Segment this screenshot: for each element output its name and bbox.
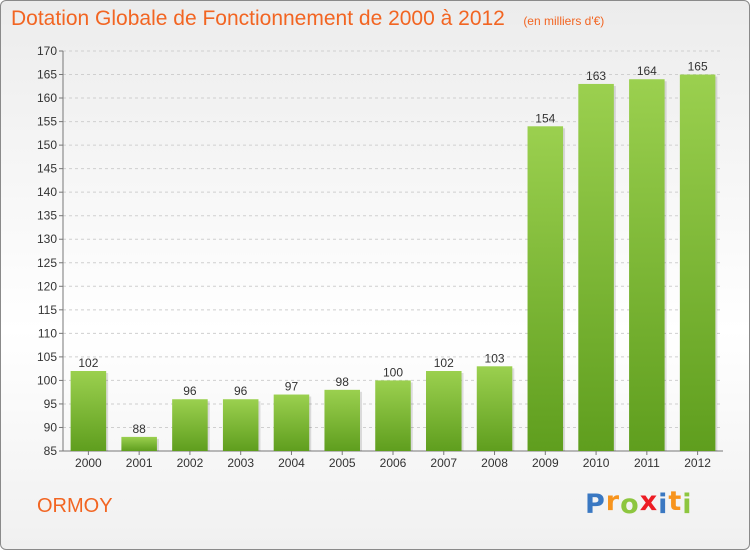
value-label-2004: 97 xyxy=(285,380,299,394)
bar-layer xyxy=(70,74,718,452)
chart-title: Dotation Globale de Fonctionnement de 20… xyxy=(11,7,505,30)
y-tick-label: 95 xyxy=(44,397,58,411)
value-label-2009: 154 xyxy=(535,111,555,125)
y-tick-label: 90 xyxy=(44,420,58,434)
bar-2006 xyxy=(375,380,411,451)
x-tick-label-2008: 2008 xyxy=(481,456,508,470)
y-tick-label: 135 xyxy=(37,209,57,223)
x-tick-label-2003: 2003 xyxy=(227,456,254,470)
x-tick-label-2007: 2007 xyxy=(430,456,457,470)
y-tick-label: 155 xyxy=(37,115,57,129)
value-label-2012: 165 xyxy=(688,60,708,74)
y-tick-label: 140 xyxy=(37,185,57,199)
bar-2010 xyxy=(578,83,614,452)
value-label-2002: 96 xyxy=(183,384,197,398)
logo-letter: P xyxy=(585,489,606,520)
y-tick-label: 120 xyxy=(37,279,57,293)
logo-letter: r xyxy=(605,486,621,517)
value-label-2005: 98 xyxy=(336,375,350,389)
y-tick-label: 105 xyxy=(37,350,57,364)
bar-2003 xyxy=(222,399,259,451)
y-tick-label: 170 xyxy=(37,44,57,58)
bar-2009 xyxy=(527,126,564,451)
bar-2008 xyxy=(476,366,513,451)
value-label-2000: 102 xyxy=(78,356,98,370)
y-tick-label: 145 xyxy=(37,162,57,176)
value-label-2001: 88 xyxy=(132,422,146,436)
y-tick-label: 125 xyxy=(37,256,57,270)
title-row: Dotation Globale de Fonctionnement de 20… xyxy=(11,7,604,31)
chart-subtitle: (en milliers d'€) xyxy=(523,14,605,28)
x-tick-label-2005: 2005 xyxy=(329,456,356,470)
commune-name: ORMOY xyxy=(37,495,113,517)
bar-2000 xyxy=(70,371,107,451)
value-label-2010: 163 xyxy=(586,69,606,83)
bar-2004 xyxy=(273,394,310,451)
logo-letter: i xyxy=(682,489,693,520)
x-tick-label-2010: 2010 xyxy=(583,456,610,470)
label-layer: 85 90 95 100 105 110 115 120 125 130 135 140 145 150 1… xyxy=(37,44,711,470)
value-label-2006: 100 xyxy=(383,365,403,379)
y-tick-label: 150 xyxy=(37,138,57,152)
value-label-2008: 103 xyxy=(485,351,505,365)
logo-letter: o xyxy=(620,489,640,520)
y-tick-label: 100 xyxy=(37,373,57,387)
bar-2012 xyxy=(679,74,716,451)
x-tick-label-2011: 2011 xyxy=(634,456,660,470)
x-tick-label-2001: 2001 xyxy=(126,456,153,470)
logo-letter: t xyxy=(668,486,683,517)
bar-2007 xyxy=(426,371,462,451)
x-tick-label-2000: 2000 xyxy=(75,456,102,470)
value-label-2003: 96 xyxy=(234,384,248,398)
x-tick-label-2006: 2006 xyxy=(380,456,407,470)
y-tick-label: 165 xyxy=(37,68,57,82)
x-tick-label-2004: 2004 xyxy=(278,456,305,470)
logo-letter: i xyxy=(658,489,669,520)
logo-letter: x xyxy=(639,486,659,517)
y-tick-label: 160 xyxy=(37,91,57,105)
x-tick-label-2002: 2002 xyxy=(177,456,204,470)
bar-2001 xyxy=(121,436,157,451)
value-label-2007: 102 xyxy=(434,356,454,370)
bar-2002 xyxy=(172,399,208,451)
x-tick-label-2009: 2009 xyxy=(532,456,559,470)
value-label-2011: 164 xyxy=(637,64,657,78)
y-tick-label: 110 xyxy=(38,326,57,340)
y-tick-label: 115 xyxy=(38,303,57,317)
y-tick-label: 85 xyxy=(44,444,58,458)
bar-2005 xyxy=(324,389,360,451)
bar-2011 xyxy=(629,79,665,451)
x-tick-label-2012: 2012 xyxy=(684,456,711,470)
y-tick-label: 130 xyxy=(37,232,57,246)
proxiti-logo: Proxiti xyxy=(585,486,693,520)
